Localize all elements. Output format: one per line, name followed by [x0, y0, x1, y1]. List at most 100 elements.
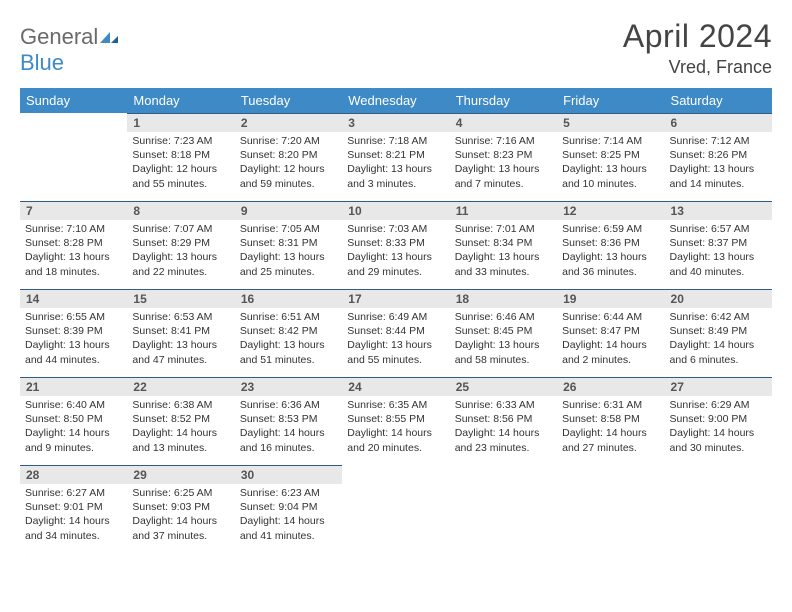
detail-line: Sunrise: 6:46 AM [455, 310, 552, 324]
detail-line: Sunrise: 7:07 AM [132, 222, 229, 236]
calendar-cell: 28Sunrise: 6:27 AMSunset: 9:01 PMDayligh… [20, 465, 127, 553]
day-details: Sunrise: 6:31 AMSunset: 8:58 PMDaylight:… [557, 396, 664, 461]
calendar-cell: 27Sunrise: 6:29 AMSunset: 9:00 PMDayligh… [665, 377, 772, 465]
calendar-cell: 14Sunrise: 6:55 AMSunset: 8:39 PMDayligh… [20, 289, 127, 377]
detail-line: Daylight: 13 hours [670, 250, 767, 264]
calendar-cell [450, 465, 557, 553]
detail-line: and 36 minutes. [562, 265, 659, 279]
day-number: 7 [20, 201, 127, 220]
calendar-body: 1Sunrise: 7:23 AMSunset: 8:18 PMDaylight… [20, 113, 772, 553]
day-number: 12 [557, 201, 664, 220]
detail-line: Sunset: 8:45 PM [455, 324, 552, 338]
logo: General Blue [20, 24, 120, 76]
calendar-cell: 2Sunrise: 7:20 AMSunset: 8:20 PMDaylight… [235, 113, 342, 201]
day-details: Sunrise: 7:01 AMSunset: 8:34 PMDaylight:… [450, 220, 557, 285]
day-number: 11 [450, 201, 557, 220]
detail-line: Sunrise: 6:35 AM [347, 398, 444, 412]
calendar-cell: 16Sunrise: 6:51 AMSunset: 8:42 PMDayligh… [235, 289, 342, 377]
calendar-cell: 24Sunrise: 6:35 AMSunset: 8:55 PMDayligh… [342, 377, 449, 465]
day-details: Sunrise: 6:53 AMSunset: 8:41 PMDaylight:… [127, 308, 234, 373]
detail-line: and 59 minutes. [240, 177, 337, 191]
calendar-cell: 5Sunrise: 7:14 AMSunset: 8:25 PMDaylight… [557, 113, 664, 201]
detail-line: Daylight: 14 hours [132, 426, 229, 440]
detail-line: and 2 minutes. [562, 353, 659, 367]
calendar-cell: 10Sunrise: 7:03 AMSunset: 8:33 PMDayligh… [342, 201, 449, 289]
detail-line: and 30 minutes. [670, 441, 767, 455]
weekday-header: Friday [557, 88, 664, 113]
detail-line: Sunset: 8:33 PM [347, 236, 444, 250]
detail-line: Daylight: 13 hours [240, 250, 337, 264]
detail-line: and 13 minutes. [132, 441, 229, 455]
day-number: 25 [450, 377, 557, 396]
detail-line: Daylight: 14 hours [562, 426, 659, 440]
detail-line: and 9 minutes. [25, 441, 122, 455]
detail-line: Daylight: 13 hours [347, 338, 444, 352]
detail-line: Daylight: 13 hours [562, 250, 659, 264]
calendar-cell: 19Sunrise: 6:44 AMSunset: 8:47 PMDayligh… [557, 289, 664, 377]
month-title: April 2024 [623, 18, 772, 55]
calendar-row: 1Sunrise: 7:23 AMSunset: 8:18 PMDaylight… [20, 113, 772, 201]
day-number: 28 [20, 465, 127, 484]
detail-line: Daylight: 14 hours [240, 514, 337, 528]
detail-line: Sunset: 9:04 PM [240, 500, 337, 514]
detail-line: Sunrise: 6:49 AM [347, 310, 444, 324]
detail-line: Daylight: 13 hours [455, 338, 552, 352]
day-details: Sunrise: 6:40 AMSunset: 8:50 PMDaylight:… [20, 396, 127, 461]
calendar-cell: 1Sunrise: 7:23 AMSunset: 8:18 PMDaylight… [127, 113, 234, 201]
day-details: Sunrise: 6:25 AMSunset: 9:03 PMDaylight:… [127, 484, 234, 549]
weekday-header: Saturday [665, 88, 772, 113]
calendar-cell: 7Sunrise: 7:10 AMSunset: 8:28 PMDaylight… [20, 201, 127, 289]
detail-line: Daylight: 14 hours [670, 426, 767, 440]
detail-line: and 20 minutes. [347, 441, 444, 455]
calendar-cell: 8Sunrise: 7:07 AMSunset: 8:29 PMDaylight… [127, 201, 234, 289]
detail-line: and 22 minutes. [132, 265, 229, 279]
detail-line: Sunset: 8:21 PM [347, 148, 444, 162]
detail-line: and 47 minutes. [132, 353, 229, 367]
logo-word2: Blue [20, 50, 64, 75]
calendar-cell: 18Sunrise: 6:46 AMSunset: 8:45 PMDayligh… [450, 289, 557, 377]
detail-line: Sunrise: 6:55 AM [25, 310, 122, 324]
calendar-cell [557, 465, 664, 553]
calendar-cell: 22Sunrise: 6:38 AMSunset: 8:52 PMDayligh… [127, 377, 234, 465]
calendar-row: 21Sunrise: 6:40 AMSunset: 8:50 PMDayligh… [20, 377, 772, 465]
detail-line: Daylight: 13 hours [562, 162, 659, 176]
detail-line: and 34 minutes. [25, 529, 122, 543]
detail-line: Sunset: 8:53 PM [240, 412, 337, 426]
detail-line: Sunset: 8:23 PM [455, 148, 552, 162]
day-number: 21 [20, 377, 127, 396]
calendar-cell: 6Sunrise: 7:12 AMSunset: 8:26 PMDaylight… [665, 113, 772, 201]
detail-line: Daylight: 13 hours [347, 250, 444, 264]
detail-line: Sunset: 8:34 PM [455, 236, 552, 250]
calendar-row: 7Sunrise: 7:10 AMSunset: 8:28 PMDaylight… [20, 201, 772, 289]
detail-line: Daylight: 14 hours [347, 426, 444, 440]
detail-line: Sunrise: 6:59 AM [562, 222, 659, 236]
detail-line: and 41 minutes. [240, 529, 337, 543]
day-number: 20 [665, 289, 772, 308]
calendar-cell: 23Sunrise: 6:36 AMSunset: 8:53 PMDayligh… [235, 377, 342, 465]
weekday-header: Tuesday [235, 88, 342, 113]
day-details: Sunrise: 7:07 AMSunset: 8:29 PMDaylight:… [127, 220, 234, 285]
detail-line: Daylight: 13 hours [347, 162, 444, 176]
day-number: 4 [450, 113, 557, 132]
detail-line: Daylight: 12 hours [240, 162, 337, 176]
detail-line: and 40 minutes. [670, 265, 767, 279]
detail-line: Sunrise: 6:33 AM [455, 398, 552, 412]
day-details: Sunrise: 7:10 AMSunset: 8:28 PMDaylight:… [20, 220, 127, 285]
day-details: Sunrise: 7:12 AMSunset: 8:26 PMDaylight:… [665, 132, 772, 197]
detail-line: and 37 minutes. [132, 529, 229, 543]
detail-line: Daylight: 12 hours [132, 162, 229, 176]
detail-line: Sunrise: 7:10 AM [25, 222, 122, 236]
detail-line: Sunrise: 6:40 AM [25, 398, 122, 412]
calendar-cell: 4Sunrise: 7:16 AMSunset: 8:23 PMDaylight… [450, 113, 557, 201]
detail-line: Daylight: 13 hours [240, 338, 337, 352]
day-number: 3 [342, 113, 449, 132]
calendar-cell: 15Sunrise: 6:53 AMSunset: 8:41 PMDayligh… [127, 289, 234, 377]
day-details: Sunrise: 7:18 AMSunset: 8:21 PMDaylight:… [342, 132, 449, 197]
calendar-cell: 3Sunrise: 7:18 AMSunset: 8:21 PMDaylight… [342, 113, 449, 201]
detail-line: Sunrise: 6:53 AM [132, 310, 229, 324]
detail-line: Sunset: 8:50 PM [25, 412, 122, 426]
weekday-header: Wednesday [342, 88, 449, 113]
day-details: Sunrise: 6:59 AMSunset: 8:36 PMDaylight:… [557, 220, 664, 285]
calendar-cell: 9Sunrise: 7:05 AMSunset: 8:31 PMDaylight… [235, 201, 342, 289]
detail-line: Sunset: 8:44 PM [347, 324, 444, 338]
